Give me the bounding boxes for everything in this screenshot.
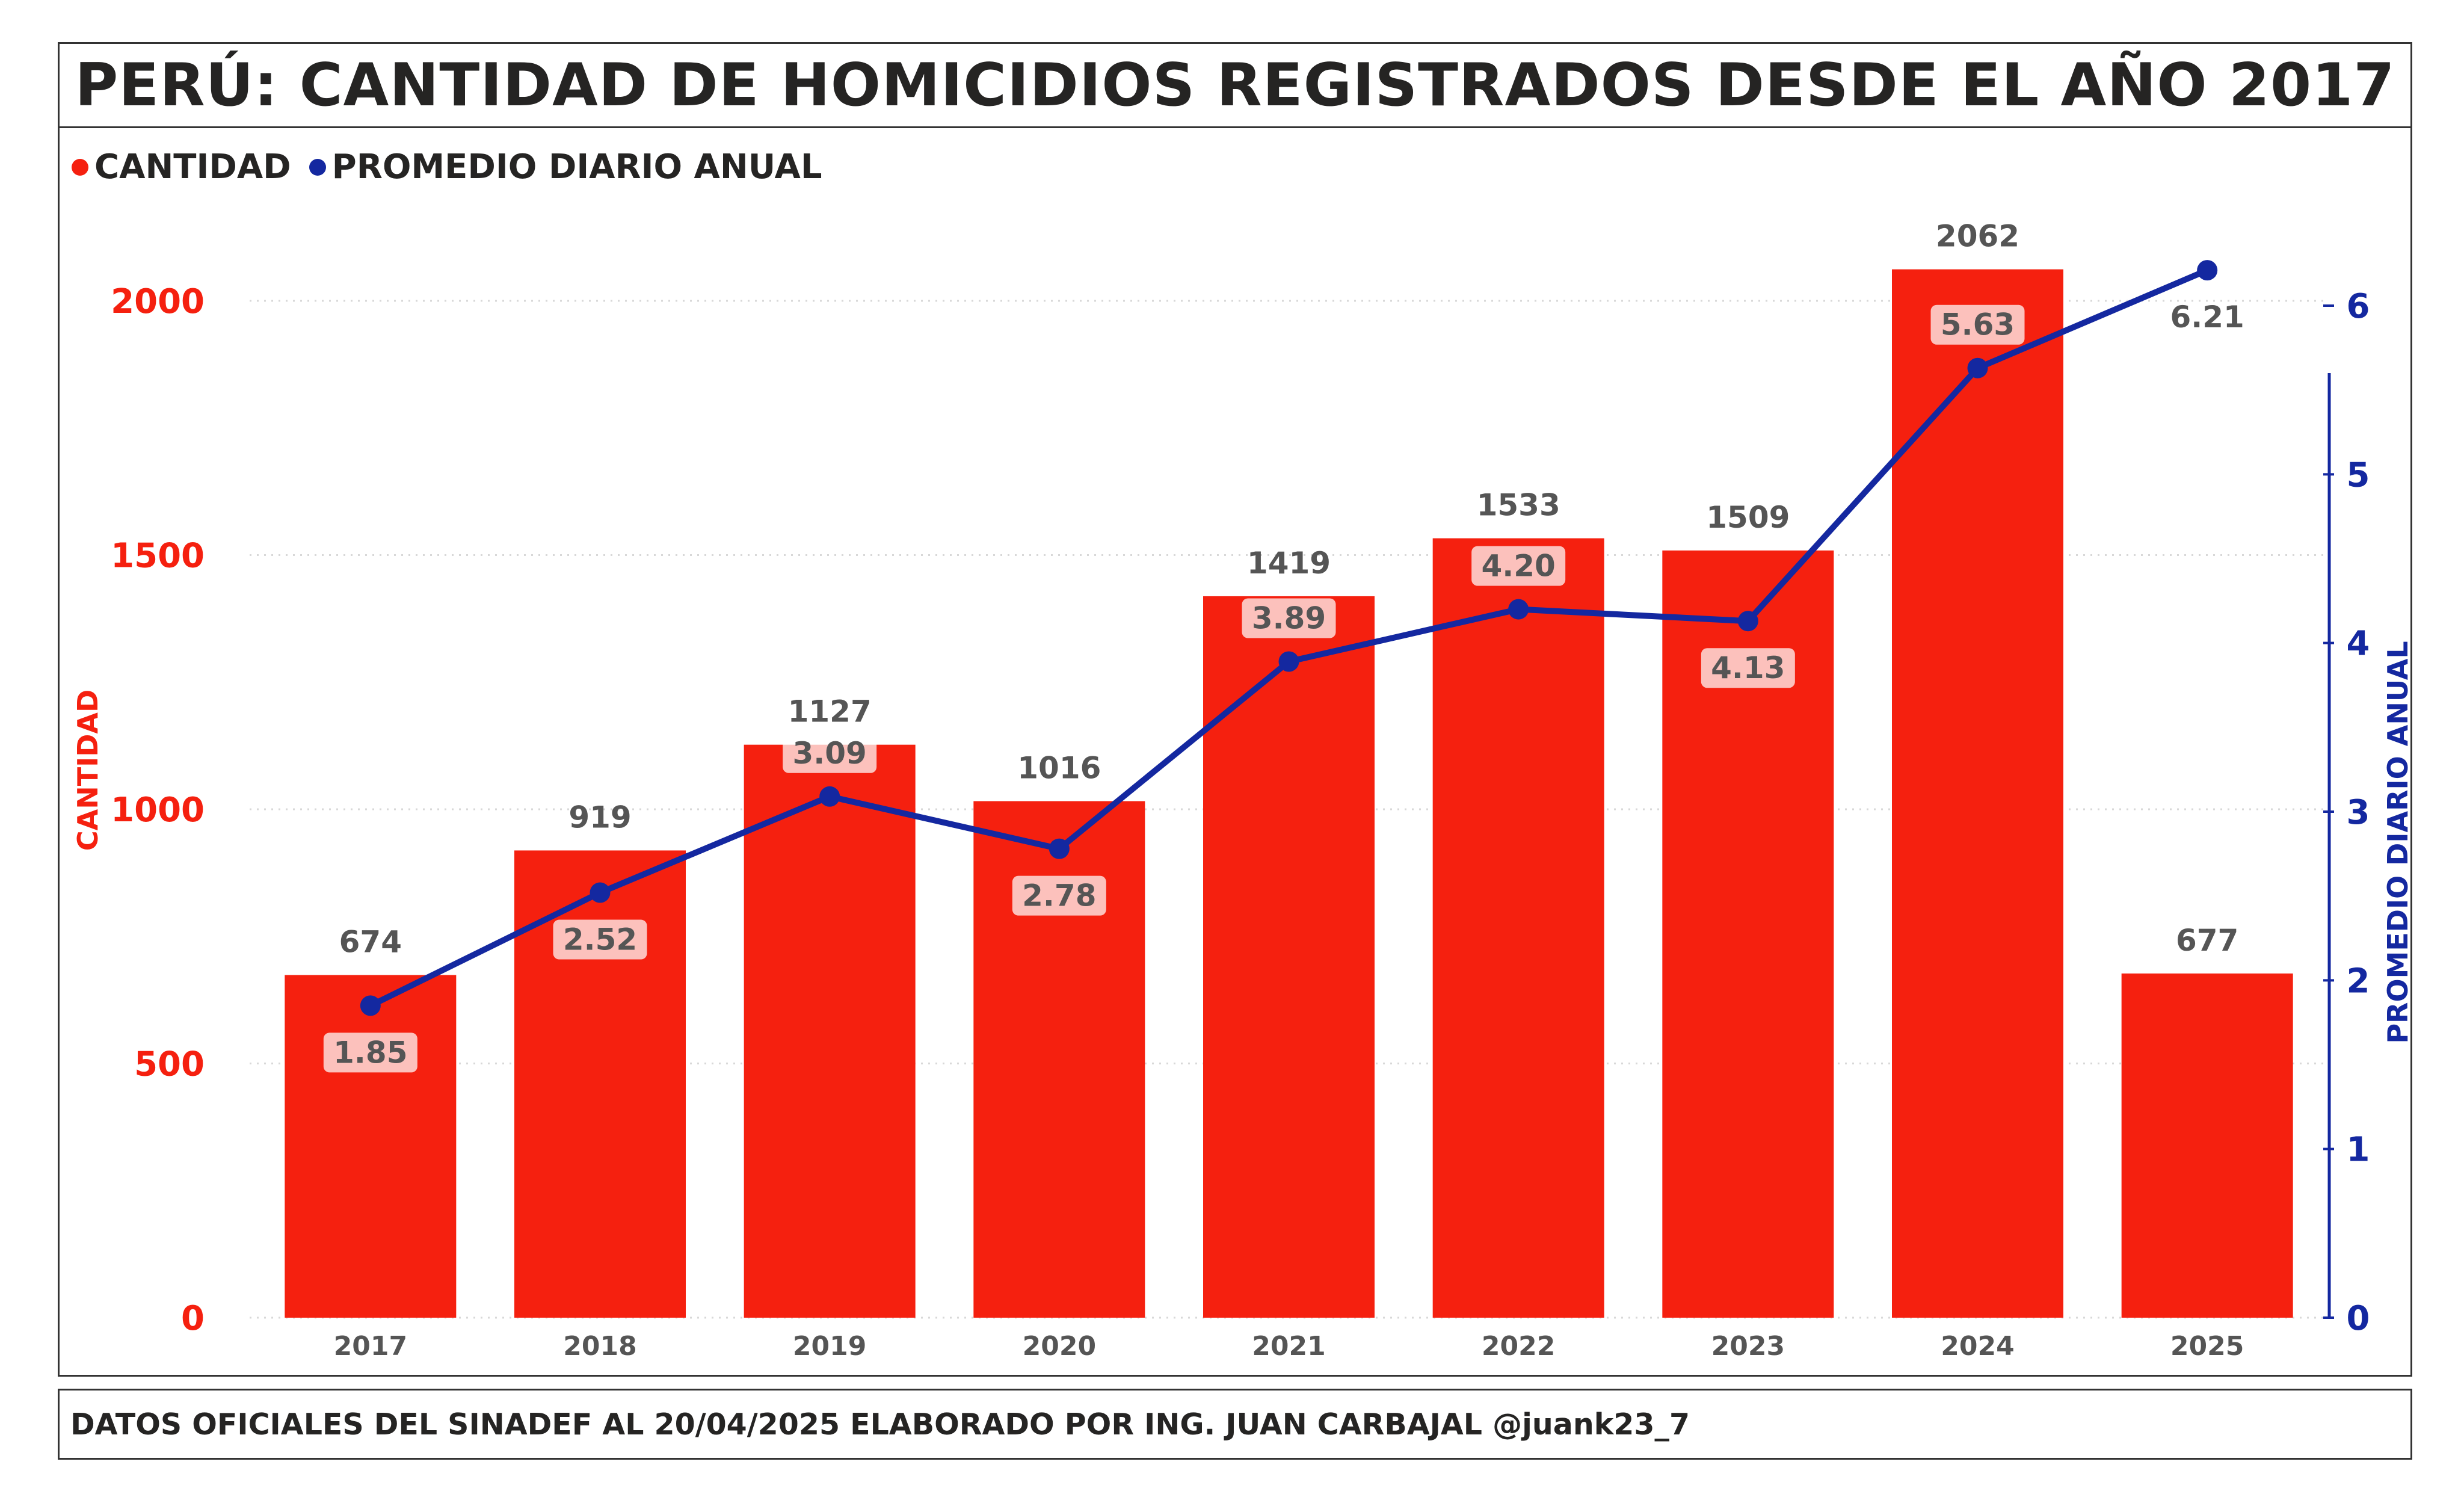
line-value-label-2021: 3.89 [1252, 601, 1326, 636]
line-value-box-2024 [1930, 304, 2025, 345]
bar-value-label-2021: 1419 [1247, 546, 1331, 581]
x-tick-label-2018: 2018 [563, 1331, 636, 1362]
x-tick-label-2017: 2017 [334, 1331, 407, 1362]
title-box: PERÚ: CANTIDAD DE HOMICIDIOS REGISTRADOS… [60, 44, 2410, 128]
y2-tick-label-5: 5 [2347, 455, 2370, 495]
line-point-2021 [1278, 651, 1299, 672]
y-tick-label-1000: 1000 [111, 791, 205, 830]
y-tick-label-0: 0 [181, 1299, 205, 1338]
bar-2025 [2121, 973, 2293, 1318]
bar-2019 [744, 744, 916, 1318]
line-value-label-2024: 5.63 [1941, 307, 2015, 342]
chart-title: PERÚ: CANTIDAD DE HOMICIDIOS REGISTRADOS… [75, 51, 2395, 120]
line-value-label-2017: 1.85 [333, 1035, 407, 1070]
y2-axis-title: PROMEDIO DIARIO ANUAL [2382, 641, 2414, 1043]
line-value-label-2019: 3.09 [792, 736, 866, 771]
bar-value-label-2019: 1127 [788, 694, 872, 729]
y2-tick-label-1: 1 [2347, 1131, 2370, 1170]
legend-item-promedio[interactable]: PROMEDIO DIARIO ANUAL [309, 147, 822, 187]
line-point-2020 [1049, 838, 1070, 859]
bar-value-label-2024: 2062 [1936, 219, 2019, 254]
legend-label-promedio: PROMEDIO DIARIO ANUAL [331, 147, 822, 187]
bar-2022 [1432, 538, 1604, 1318]
x-tick-label-2024: 2024 [1941, 1331, 2014, 1362]
x-tick-label-2021: 2021 [1252, 1331, 1325, 1362]
y2-tick-label-3: 3 [2347, 793, 2370, 832]
line-point-2017 [360, 995, 381, 1016]
line-value-box-2020 [1012, 875, 1106, 916]
x-tick-label-2023: 2023 [1711, 1331, 1785, 1362]
chart-frame: PERÚ: CANTIDAD DE HOMICIDIOS REGISTRADOS… [58, 42, 2412, 1377]
line-value-label-2020: 2.78 [1022, 878, 1096, 913]
bar-value-label-2018: 919 [568, 800, 631, 835]
legend: CANTIDAD PROMEDIO DIARIO ANUAL [72, 147, 840, 187]
line-point-2025 [2197, 260, 2218, 281]
line-value-box-2023 [1701, 648, 1795, 688]
x-tick-label-2019: 2019 [793, 1331, 866, 1362]
x-tick-label-2020: 2020 [1023, 1331, 1096, 1362]
line-point-2024 [1967, 357, 1988, 378]
bar-value-label-2023: 1509 [1706, 500, 1790, 535]
y2-tick-label-6: 6 [2347, 287, 2370, 326]
y-tick-label-500: 500 [134, 1045, 205, 1084]
legend-dot-promedio [309, 158, 326, 176]
line-value-label-2022: 4.20 [1481, 549, 1555, 584]
line-value-box-2017 [323, 1032, 417, 1073]
y-tick-label-2000: 2000 [111, 282, 205, 321]
y2-tick-label-2: 2 [2347, 961, 2370, 1001]
legend-label-cantidad: CANTIDAD [94, 147, 291, 187]
bar-2024 [1892, 269, 2063, 1318]
bar-value-label-2020: 1016 [1017, 750, 1101, 785]
legend-dot-cantidad [72, 158, 88, 176]
y-axis-title: CANTIDAD [72, 690, 104, 851]
bar-value-label-2025: 677 [2176, 923, 2238, 958]
line-value-box-2022 [1471, 546, 1566, 586]
line-value-label-2023: 4.13 [1711, 650, 1785, 685]
line-point-2018 [590, 882, 611, 903]
line-point-2023 [1737, 611, 1758, 632]
x-tick-label-2022: 2022 [1482, 1331, 1555, 1362]
y2-tick-label-0: 0 [2347, 1299, 2370, 1338]
footer-text: DATOS OFICIALES DEL SINADEF AL 20/04/202… [70, 1407, 1690, 1442]
legend-item-cantidad[interactable]: CANTIDAD [72, 147, 291, 187]
bar-value-label-2022: 1533 [1477, 488, 1560, 523]
bar-2017 [285, 975, 457, 1318]
line-value-box-2021 [1242, 598, 1336, 638]
line-value-label-2018: 2.52 [563, 922, 637, 957]
x-tick-label-2025: 2025 [2170, 1331, 2244, 1362]
bar-2021 [1203, 596, 1375, 1318]
line-point-2019 [819, 786, 840, 807]
line-point-2022 [1508, 599, 1529, 620]
bar-value-label-2017: 674 [339, 924, 402, 959]
y2-tick-label-4: 4 [2347, 625, 2370, 664]
line-value-box-2019 [783, 733, 877, 773]
line-value-label-2025: 6.21 [2170, 300, 2244, 335]
y-tick-label-1500: 1500 [111, 537, 205, 576]
line-value-box-2018 [553, 919, 647, 960]
footer-box: DATOS OFICIALES DEL SINADEF AL 20/04/202… [58, 1389, 2412, 1460]
